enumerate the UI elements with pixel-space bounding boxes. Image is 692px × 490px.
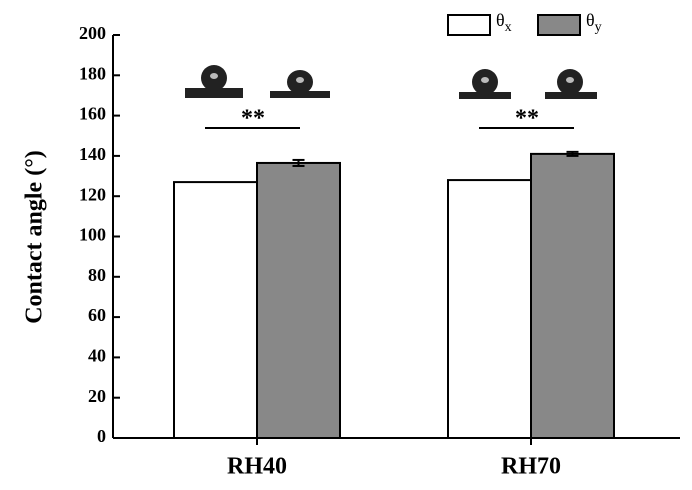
- y-tick-label: 0: [97, 426, 106, 446]
- bar: [256, 161, 341, 439]
- significance-label: **: [515, 106, 539, 132]
- y-tick-label: 160: [79, 104, 106, 124]
- significance-label: **: [241, 106, 265, 132]
- x-tick-label: RH40: [227, 454, 287, 480]
- y-tick-label: 180: [79, 63, 106, 83]
- y-tick-label: 140: [79, 144, 106, 164]
- y-tick-label: 200: [79, 23, 106, 43]
- y-axis-label: Contact angle (°): [22, 150, 48, 324]
- y-tick-label: 80: [88, 265, 106, 285]
- bar: [530, 152, 615, 439]
- legend-swatch: [447, 14, 491, 36]
- x-tick-label: RH70: [501, 454, 561, 480]
- y-tick-label: 120: [79, 184, 106, 204]
- legend-label: θx: [496, 10, 512, 35]
- y-tick-label: 20: [88, 386, 106, 406]
- bar: [447, 179, 532, 440]
- error-bar: [292, 158, 305, 167]
- bar: [173, 181, 258, 439]
- y-tick-label: 60: [88, 305, 106, 325]
- droplet-images: [185, 65, 597, 99]
- legend-swatch: [537, 14, 581, 36]
- y-tick-label: 40: [88, 346, 106, 366]
- y-tick-label: 100: [79, 225, 106, 245]
- legend-label: θy: [586, 10, 602, 35]
- error-bar: [566, 150, 579, 157]
